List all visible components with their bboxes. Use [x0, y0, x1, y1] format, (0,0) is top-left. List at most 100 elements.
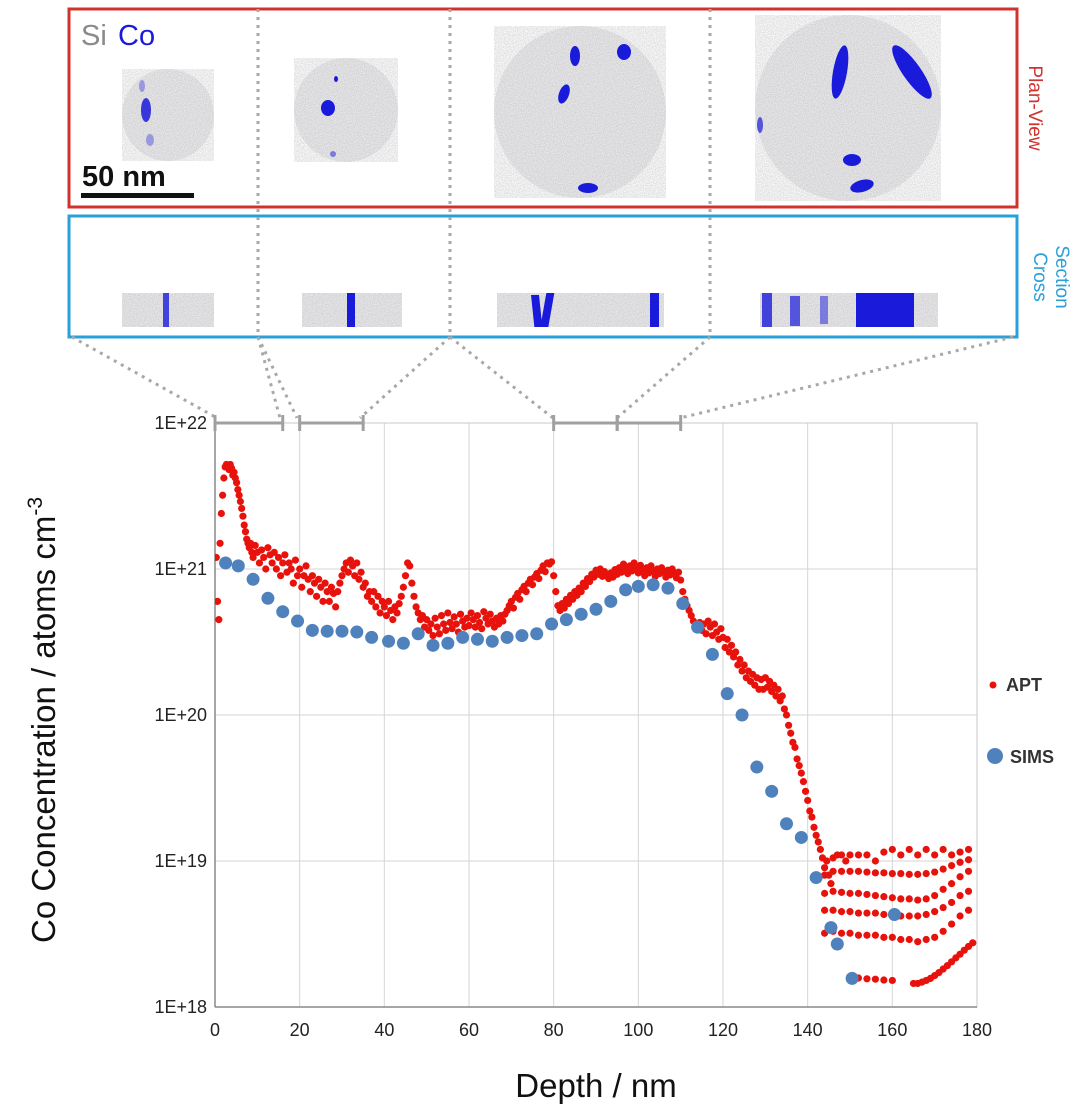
- apt-point: [854, 851, 863, 859]
- apt-point: [262, 565, 270, 573]
- apt-point: [846, 851, 854, 859]
- apt-point: [272, 565, 280, 573]
- sims-point: [441, 636, 455, 650]
- apt-point: [799, 777, 808, 786]
- apt-point: [829, 867, 837, 875]
- sims-point: [780, 817, 793, 831]
- apt-point: [552, 588, 560, 596]
- apt-point: [382, 611, 391, 620]
- apt-point: [279, 559, 287, 567]
- apt-point: [736, 655, 744, 664]
- apt-point: [725, 648, 733, 656]
- apt-point: [740, 661, 748, 669]
- apt-point: [888, 933, 896, 941]
- scale-bar-label: 50 nm: [82, 161, 166, 193]
- sims-point: [604, 594, 618, 608]
- apt-point: [931, 868, 939, 876]
- apt-point: [880, 910, 888, 919]
- apt-point: [956, 912, 964, 920]
- sims-point: [396, 636, 410, 650]
- sims-point: [589, 602, 603, 616]
- apt-point: [854, 889, 863, 897]
- scale-bar: [81, 193, 194, 198]
- apt-point: [293, 572, 302, 580]
- apt-point: [734, 661, 742, 669]
- apt-point: [448, 625, 456, 633]
- plan-view-disc-2: [294, 58, 398, 162]
- apt-point: [338, 572, 346, 580]
- apt-point: [255, 559, 264, 567]
- apt-point: [336, 579, 344, 587]
- apt-point: [216, 539, 224, 547]
- sims-point: [411, 627, 425, 641]
- x-tick-label: 80: [544, 1020, 564, 1040]
- apt-point: [880, 869, 888, 877]
- apt-point: [321, 579, 329, 587]
- sims-point: [845, 971, 859, 985]
- apt-point: [810, 823, 818, 831]
- apt-point: [535, 574, 543, 583]
- apt-point: [433, 623, 441, 631]
- apt-point: [939, 865, 947, 873]
- apt-point: [871, 869, 880, 877]
- apt-point: [801, 787, 810, 795]
- apt-point: [804, 796, 812, 805]
- sims-point: [705, 647, 719, 661]
- apt-point: [446, 618, 454, 627]
- apt-point: [854, 931, 863, 939]
- apt-point: [410, 592, 418, 600]
- x-tick-label: 0: [210, 1020, 220, 1040]
- apt-point: [702, 630, 710, 638]
- sims-point: [305, 623, 319, 637]
- apt-point: [808, 813, 816, 821]
- apt-point: [846, 908, 854, 916]
- apt-point: [871, 975, 880, 983]
- apt-point: [444, 609, 452, 617]
- apt-point: [217, 509, 225, 518]
- apt-point: [232, 479, 241, 487]
- apt-point: [710, 620, 719, 628]
- apt-point: [361, 579, 369, 587]
- apt-point: [401, 572, 410, 580]
- apt-point: [829, 887, 837, 895]
- apt-point: [931, 933, 939, 941]
- apt-point: [888, 845, 896, 854]
- apt-point: [905, 870, 913, 878]
- apt-point: [456, 610, 465, 618]
- chart: 0 20 40 60 80 100 120 140 160 180 1E+18 1E+19 1E+20 1…: [24, 413, 1054, 1104]
- apt-point: [948, 862, 956, 870]
- apt-point: [797, 769, 805, 777]
- apt-point: [471, 623, 479, 631]
- apt-point: [327, 583, 336, 591]
- apt-point: [905, 912, 913, 920]
- apt-point: [888, 976, 896, 985]
- apt-point: [897, 895, 905, 903]
- apt-point: [897, 869, 905, 878]
- apt-point: [948, 920, 956, 928]
- y-tick-label: 1E+18: [154, 997, 207, 1017]
- apt-point: [780, 705, 788, 713]
- apt-point: [257, 546, 266, 554]
- apt-point: [236, 497, 244, 506]
- apt-point: [837, 851, 846, 859]
- apt-point: [863, 909, 871, 917]
- y-axis-title: Co Concentration / atoms cm-3: [24, 497, 62, 943]
- apt-point: [270, 548, 278, 556]
- apt-point: [880, 893, 888, 901]
- legend-co-label: Co: [118, 20, 155, 52]
- section-side-label: Section: [1051, 245, 1072, 308]
- apt-point: [956, 891, 964, 900]
- apt-point: [465, 621, 473, 630]
- apt-point: [922, 935, 930, 944]
- apt-point: [717, 625, 725, 633]
- apt-point: [854, 909, 863, 917]
- sims-point: [530, 627, 544, 641]
- apt-point: [791, 743, 799, 751]
- apt-point: [357, 568, 365, 576]
- apt-point: [408, 579, 416, 587]
- apt-point: [774, 685, 782, 693]
- apt-point: [378, 597, 386, 605]
- apt-point: [772, 692, 780, 700]
- sims-point: [545, 617, 559, 631]
- apt-point: [931, 891, 939, 900]
